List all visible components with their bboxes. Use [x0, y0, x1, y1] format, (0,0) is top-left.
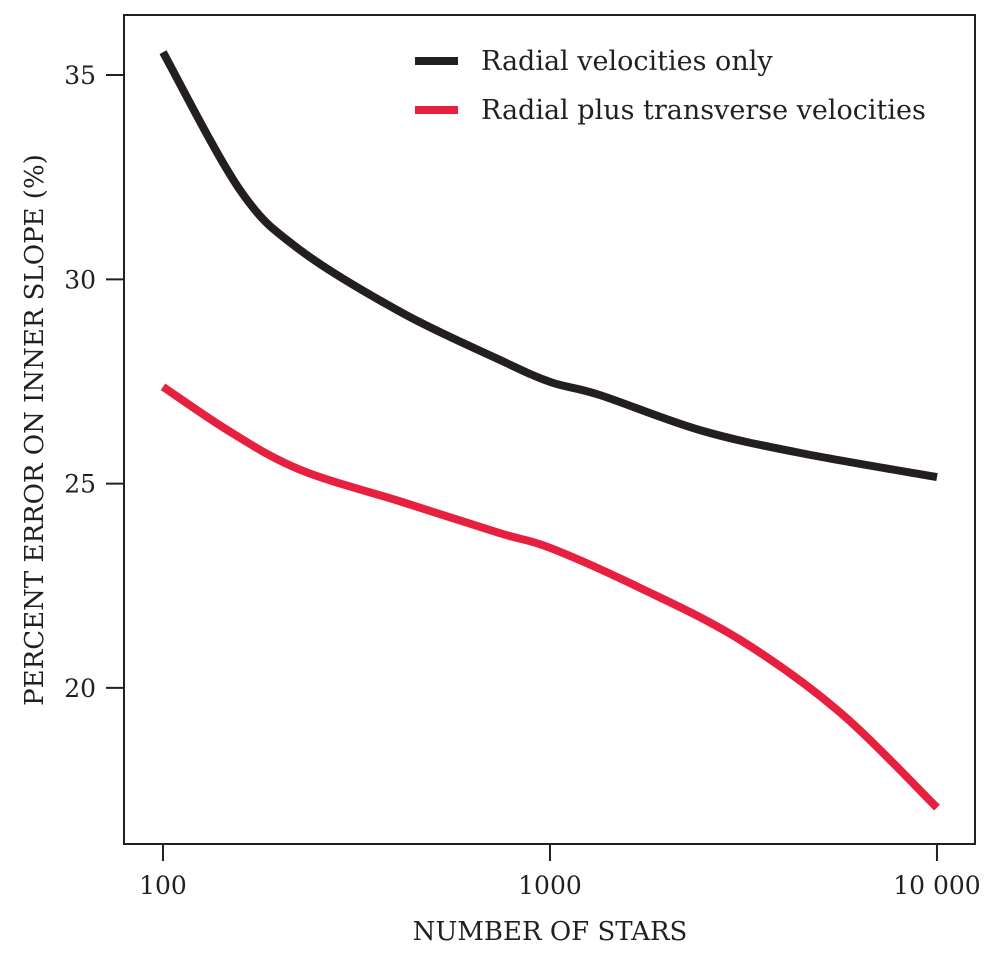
series-line-radial-only: [159, 50, 938, 482]
x-axis-label: NUMBER OF STARS: [413, 917, 688, 947]
series-lines: [159, 50, 940, 811]
y-tick-label: 20: [64, 674, 96, 703]
y-axis-label: PERCENT ERROR ON INNER SLOPE (%): [20, 154, 50, 706]
x-axis-ticks: 100 1000 10 000: [139, 844, 981, 900]
y-tick-label: 30: [64, 265, 96, 294]
x-tick-label: 100: [139, 871, 187, 900]
legend-label-radial-plus-transverse: Radial plus transverse velocities: [481, 95, 926, 126]
y-tick-label: 35: [64, 61, 96, 90]
x-tick-label: 1000: [518, 871, 582, 900]
y-tick-label: 25: [64, 470, 96, 499]
x-tick-label: 10 000: [893, 871, 980, 900]
legend-label-radial-only: Radial velocities only: [481, 46, 773, 77]
legend: Radial velocities only Radial plus trans…: [415, 46, 926, 126]
series-line-radial-plus-transverse: [160, 383, 940, 811]
y-axis-ticks: 20 25 30 35: [64, 61, 124, 703]
